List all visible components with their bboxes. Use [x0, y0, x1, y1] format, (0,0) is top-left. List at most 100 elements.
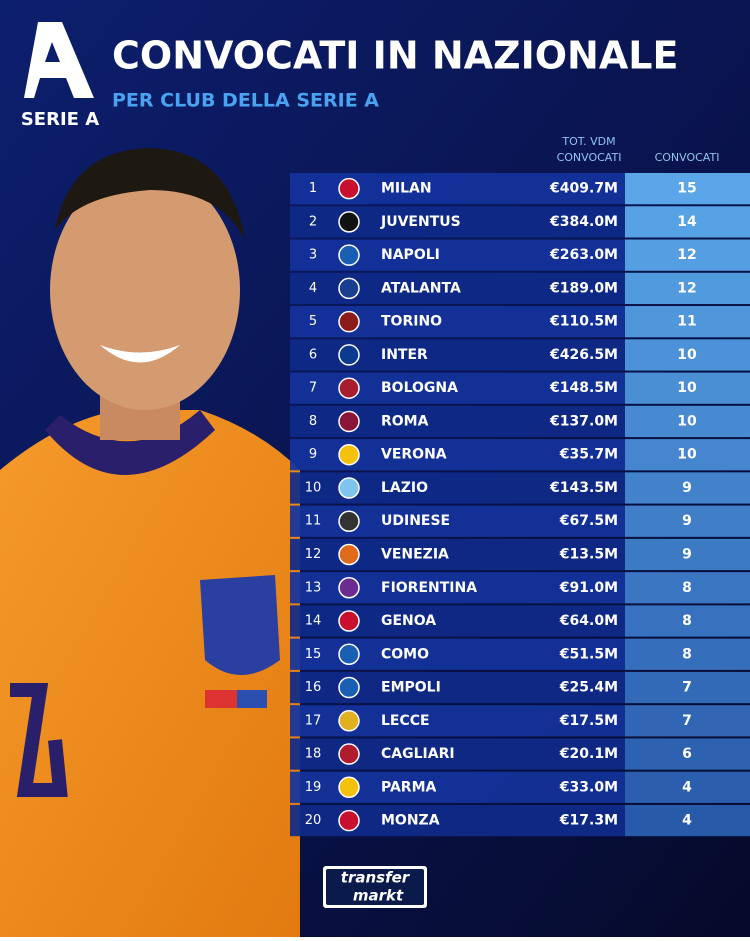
count-cell [625, 372, 750, 404]
market-value: €13.5M [559, 546, 618, 562]
rank: 8 [309, 414, 317, 429]
title: CONVOCATI IN NAZIONALE [112, 34, 678, 78]
rank: 10 [305, 480, 322, 495]
logo-text: SERIE A [21, 109, 99, 130]
market-value: €91.0M [559, 580, 618, 596]
club-logo [338, 310, 360, 333]
rank: 13 [305, 580, 322, 595]
rank: 1 [309, 181, 317, 196]
call-ups: 10 [677, 413, 697, 429]
call-ups: 12 [677, 280, 696, 296]
call-ups: 10 [677, 347, 697, 363]
count-cell [625, 638, 750, 670]
count-cell [625, 572, 750, 604]
brand-top: transfer [341, 869, 411, 887]
club-logo [338, 177, 360, 200]
count-cell [625, 272, 750, 305]
count-cell [625, 472, 750, 504]
rank: 16 [305, 680, 322, 695]
rank: 5 [309, 314, 317, 329]
club-name: PARMA [381, 779, 437, 795]
rank: 19 [305, 780, 322, 795]
count-cell [625, 538, 750, 571]
serie-a-logo: SERIE A [21, 22, 99, 130]
market-value: €263.0M [549, 247, 618, 263]
market-value: €110.5M [549, 314, 618, 330]
count-cell [625, 505, 750, 537]
count-cell [625, 339, 750, 371]
market-value: €189.0M [549, 280, 618, 296]
market-value: €67.5M [559, 513, 618, 529]
brand-bottom: markt [353, 887, 404, 905]
club-name: CAGLIARI [381, 746, 455, 762]
club-name: BOLOGNA [381, 380, 458, 396]
club-name: VERONA [381, 447, 447, 463]
count-cell [625, 405, 750, 438]
rank: 4 [309, 281, 317, 296]
club-name: VENEZIA [381, 546, 449, 562]
club-name: MONZA [381, 813, 440, 829]
rank: 17 [305, 713, 322, 728]
count-cell [625, 738, 750, 770]
player-photo [0, 148, 300, 937]
rank: 2 [309, 214, 317, 229]
market-value: €426.5M [549, 347, 618, 363]
rank: 6 [309, 347, 317, 362]
club-name: EMPOLI [381, 680, 441, 696]
count-cell [625, 605, 750, 637]
count-cell [625, 173, 750, 205]
call-ups: 4 [682, 813, 692, 829]
call-ups: 7 [682, 680, 692, 696]
call-ups: 10 [677, 447, 697, 463]
count-cell [625, 804, 750, 837]
call-ups: 8 [682, 580, 692, 596]
club-logo [338, 643, 360, 666]
rank: 11 [305, 514, 322, 529]
count-cell [625, 239, 750, 271]
market-value: €51.5M [559, 646, 618, 662]
club-logo [338, 244, 360, 266]
club-logo [338, 477, 360, 499]
rank: 3 [309, 248, 317, 263]
club-name: NAPOLI [381, 247, 440, 263]
club-name: FIORENTINA [381, 580, 477, 596]
club-logo [338, 344, 360, 366]
club-name: UDINESE [381, 513, 450, 529]
market-value: €17.5M [559, 713, 618, 729]
club-logo [338, 710, 360, 732]
rank: 20 [305, 813, 322, 828]
club-name: ATALANTA [381, 280, 461, 296]
club-name: LECCE [381, 713, 430, 729]
rank: 7 [309, 381, 317, 396]
call-ups: 9 [682, 480, 692, 496]
column-header: CONVOCATI [655, 151, 720, 164]
club-name: COMO [381, 646, 429, 662]
column-header: TOT. VDM CONVOCATI [557, 135, 622, 164]
count-cell [625, 206, 750, 238]
call-ups: 12 [677, 247, 696, 263]
club-logo [338, 610, 360, 632]
market-value: €33.0M [559, 779, 618, 795]
club-logo [338, 211, 360, 233]
market-value: €384.0M [549, 214, 618, 230]
rank: 9 [309, 447, 317, 462]
call-ups: 8 [682, 613, 692, 629]
call-ups: 6 [682, 746, 692, 762]
count-cell [625, 771, 750, 803]
count-cell [625, 439, 750, 471]
market-value: €143.5M [549, 480, 618, 496]
club-name: MILAN [381, 181, 432, 197]
club-name: TORINO [381, 314, 442, 330]
call-ups: 7 [682, 713, 692, 729]
club-logo [338, 776, 360, 799]
count-cell [625, 306, 750, 338]
call-ups: 4 [682, 779, 692, 795]
club-name: ROMA [381, 413, 429, 429]
rank: 15 [305, 647, 322, 662]
club-logo [338, 377, 360, 399]
market-value: €20.1M [559, 746, 618, 762]
club-logo [338, 676, 360, 699]
market-value: €25.4M [559, 680, 618, 696]
call-ups: 10 [677, 380, 697, 396]
rank: 18 [305, 747, 322, 762]
